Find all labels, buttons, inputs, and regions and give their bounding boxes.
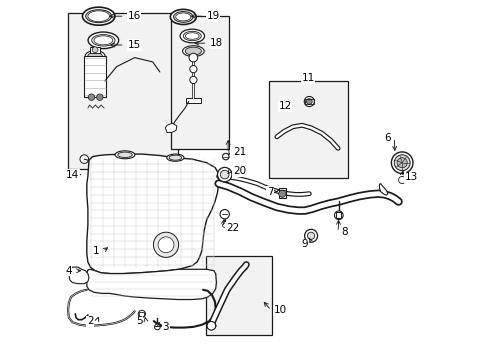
Circle shape: [217, 167, 231, 182]
Ellipse shape: [85, 51, 105, 61]
Circle shape: [393, 155, 409, 171]
Circle shape: [154, 324, 160, 330]
Circle shape: [158, 237, 174, 253]
Circle shape: [222, 223, 226, 228]
Ellipse shape: [118, 152, 132, 158]
Circle shape: [304, 229, 317, 242]
Text: 7: 7: [266, 186, 273, 197]
Ellipse shape: [166, 154, 183, 161]
Ellipse shape: [91, 35, 115, 46]
Circle shape: [189, 53, 197, 62]
Circle shape: [278, 190, 285, 197]
Text: 11: 11: [301, 73, 314, 84]
Circle shape: [304, 96, 314, 107]
Circle shape: [390, 152, 412, 174]
Text: 17: 17: [230, 148, 244, 158]
Circle shape: [307, 232, 314, 239]
Ellipse shape: [185, 33, 199, 39]
Text: 20: 20: [232, 166, 245, 176]
Circle shape: [396, 158, 407, 168]
Ellipse shape: [175, 13, 190, 21]
Text: 15: 15: [127, 40, 141, 50]
Ellipse shape: [170, 9, 196, 24]
Bar: [268, 81, 347, 178]
Text: 21: 21: [232, 147, 246, 157]
Ellipse shape: [85, 10, 111, 23]
Text: 19: 19: [206, 11, 220, 21]
Text: 8: 8: [340, 227, 347, 237]
Circle shape: [92, 47, 98, 53]
Text: 14: 14: [66, 170, 80, 180]
Text: 10: 10: [273, 305, 286, 315]
Text: 6: 6: [384, 132, 390, 143]
Ellipse shape: [173, 12, 193, 22]
Circle shape: [398, 176, 405, 184]
Text: 12: 12: [278, 101, 291, 111]
Circle shape: [220, 210, 229, 219]
Circle shape: [153, 232, 178, 257]
Polygon shape: [165, 123, 177, 132]
Bar: [139, 312, 144, 316]
Text: 3: 3: [162, 322, 169, 332]
Circle shape: [80, 155, 88, 163]
Bar: [90, 47, 100, 53]
Bar: [68, 13, 178, 169]
Text: 4: 4: [65, 266, 72, 276]
Circle shape: [306, 99, 311, 104]
Text: 2: 2: [87, 316, 93, 326]
Circle shape: [88, 94, 95, 100]
Circle shape: [220, 170, 228, 179]
Circle shape: [206, 321, 215, 330]
Bar: [205, 256, 271, 335]
Ellipse shape: [88, 11, 109, 22]
Bar: [278, 188, 285, 198]
Ellipse shape: [94, 36, 113, 45]
Ellipse shape: [180, 29, 204, 43]
Ellipse shape: [183, 31, 201, 41]
Circle shape: [138, 310, 145, 318]
Text: 9: 9: [301, 239, 307, 249]
Ellipse shape: [82, 7, 115, 25]
Text: 5: 5: [136, 316, 142, 326]
Text: 22: 22: [225, 222, 239, 233]
Polygon shape: [69, 267, 89, 284]
Circle shape: [334, 211, 343, 220]
Bar: [84, 56, 106, 97]
Bar: [336, 212, 341, 218]
Polygon shape: [87, 269, 216, 300]
Text: 1: 1: [92, 246, 99, 256]
Ellipse shape: [169, 155, 182, 160]
Bar: [186, 98, 200, 103]
Bar: [170, 16, 229, 149]
Polygon shape: [379, 184, 387, 195]
Ellipse shape: [185, 47, 201, 55]
Ellipse shape: [88, 53, 102, 59]
Bar: [305, 99, 313, 104]
Text: 16: 16: [127, 11, 141, 21]
Ellipse shape: [115, 151, 135, 159]
Ellipse shape: [88, 32, 119, 49]
Text: 13: 13: [404, 172, 417, 182]
Polygon shape: [87, 154, 218, 274]
Text: 18: 18: [210, 38, 223, 48]
Ellipse shape: [206, 323, 215, 329]
Circle shape: [222, 153, 228, 160]
Circle shape: [96, 94, 103, 100]
Circle shape: [189, 76, 197, 84]
Circle shape: [189, 66, 197, 73]
Ellipse shape: [182, 46, 204, 57]
